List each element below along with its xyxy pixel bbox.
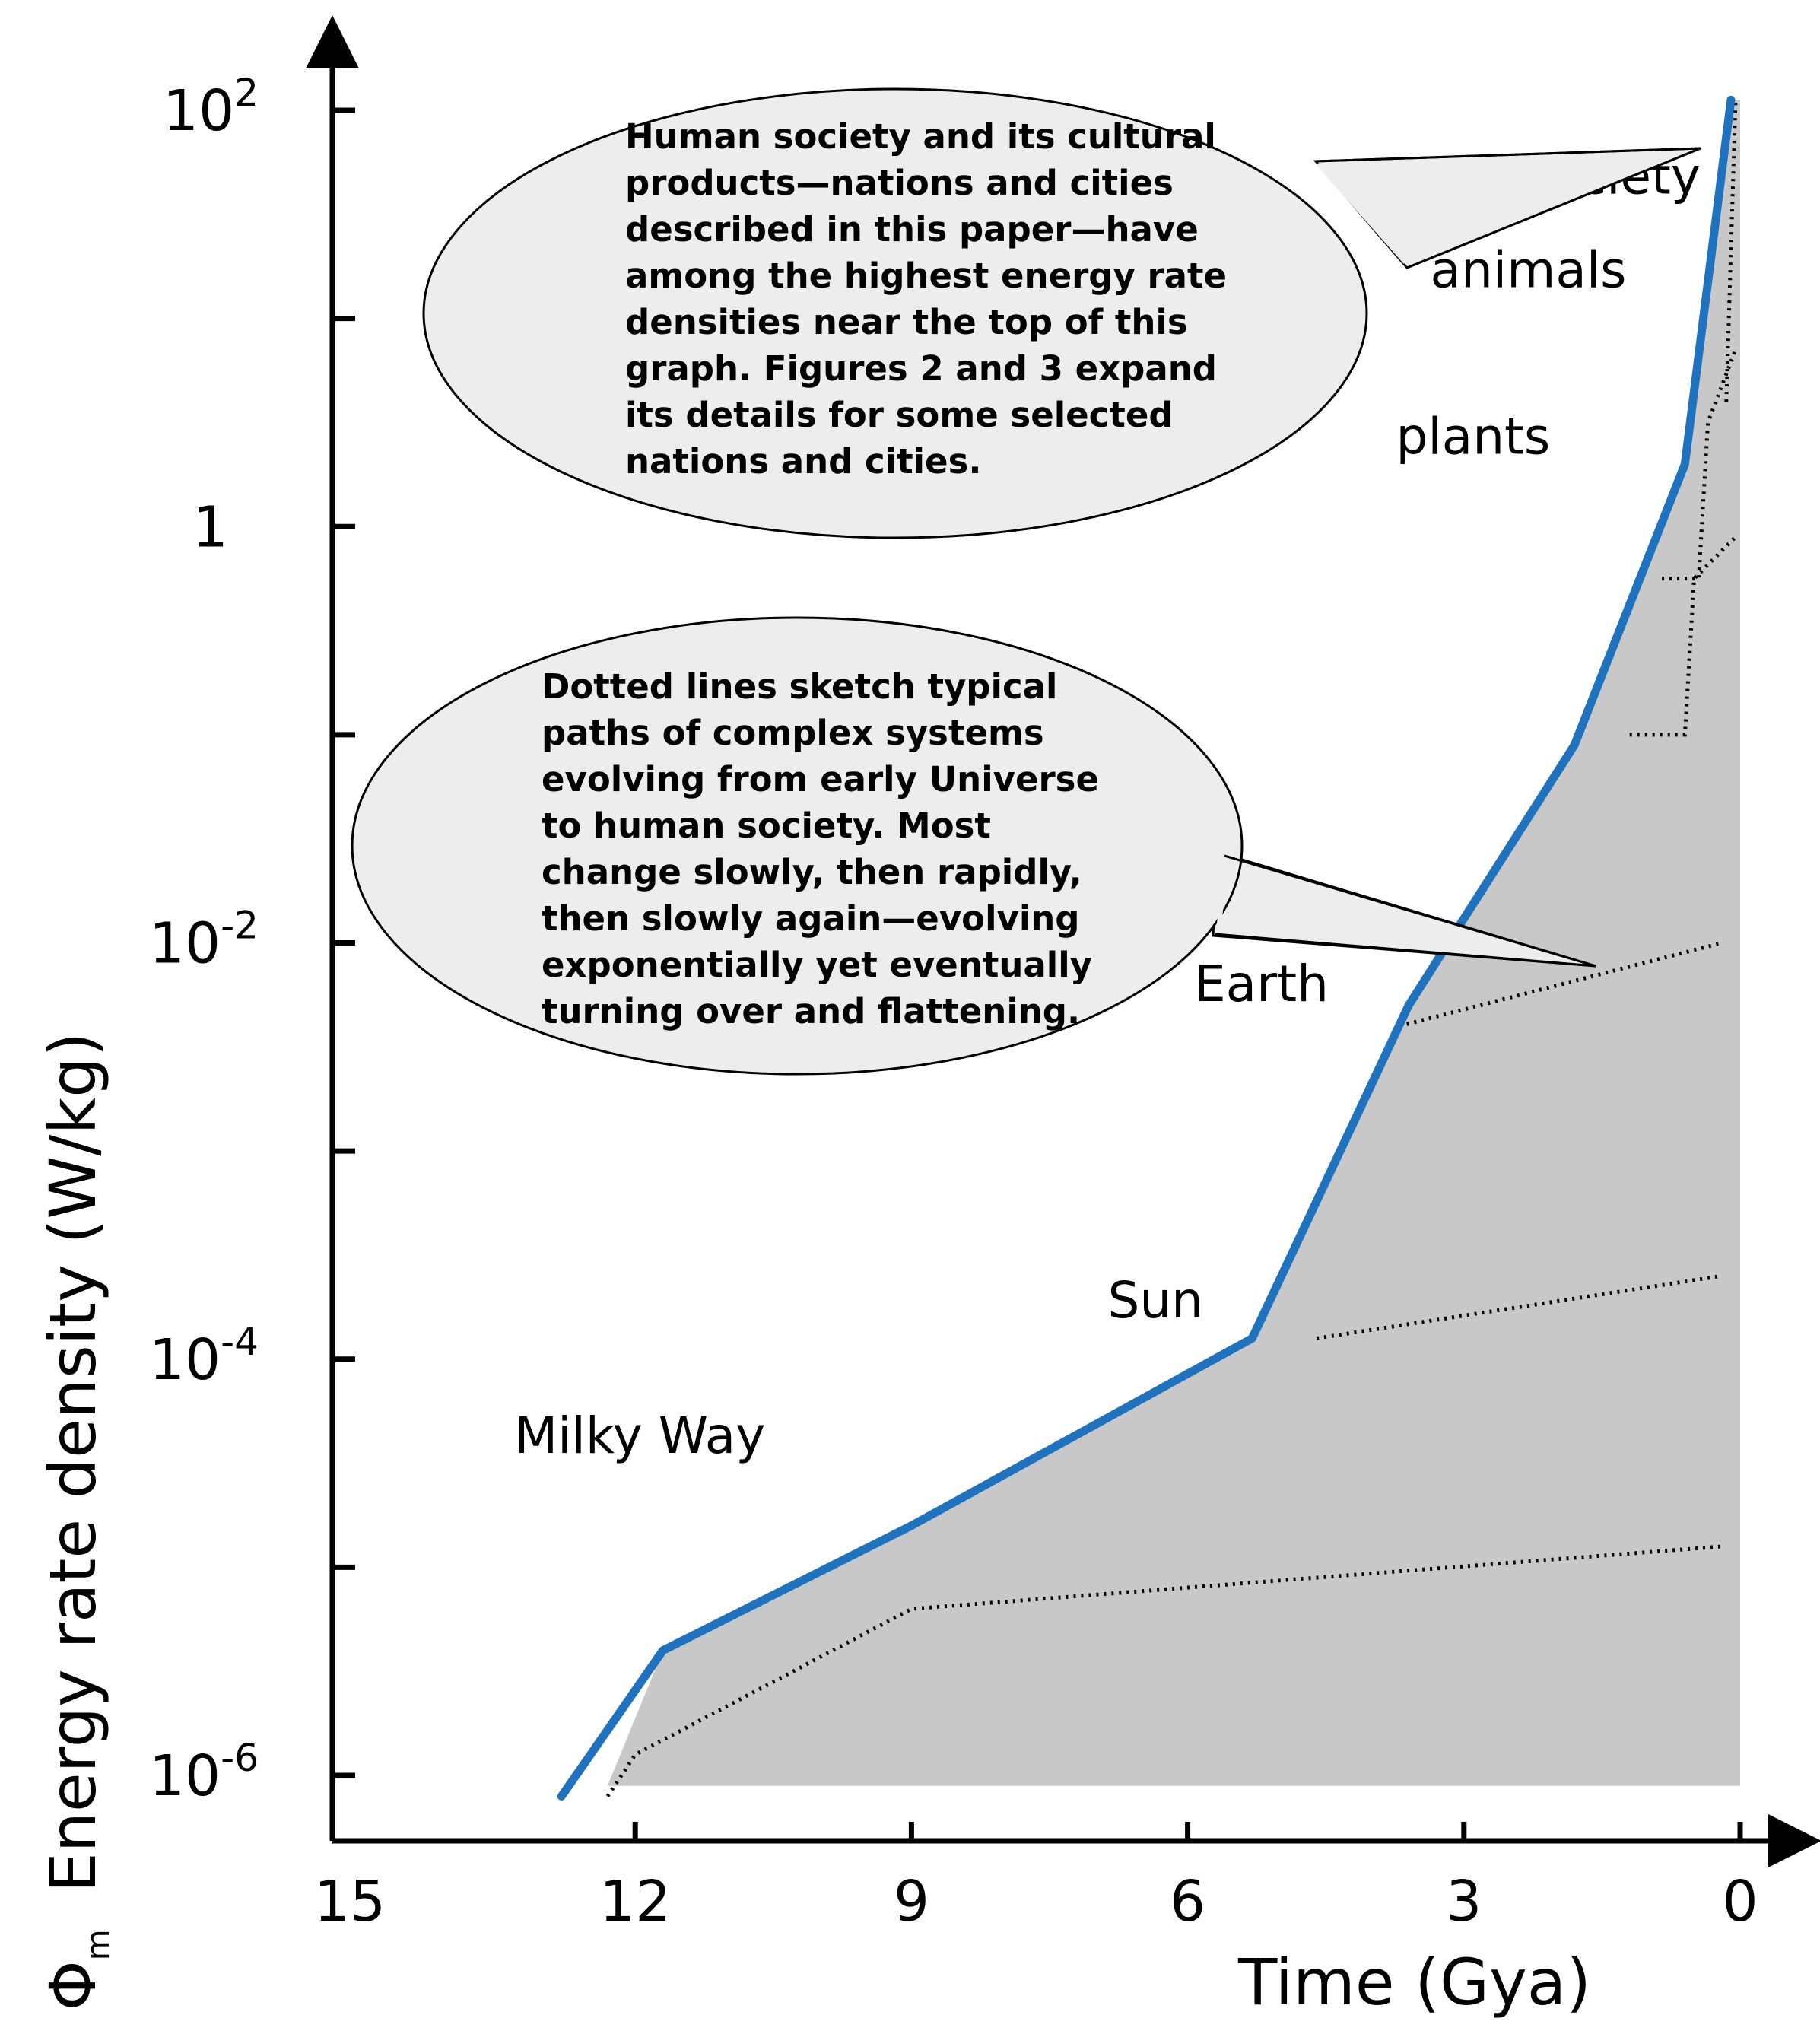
region-label: Earth: [1194, 955, 1329, 1013]
y-tick-exponent: 2: [234, 71, 259, 115]
x-tick-label: 15: [314, 1869, 386, 1934]
annotation-line: its details for some selected: [625, 395, 1174, 435]
y-tick-exponent: -2: [221, 904, 259, 948]
y-tick-base: 10: [163, 78, 234, 144]
x-tick-label: 3: [1446, 1869, 1482, 1934]
annotation-line: paths of complex systems: [542, 713, 1044, 753]
dotted-path-5: [1662, 348, 1738, 581]
y-tick-base: 10: [149, 1327, 221, 1393]
dotted-path-1: [605, 1544, 1722, 1797]
y-axis-title: Φm Energy rate density (W/kg): [36, 1032, 116, 2011]
y-axis-label-text: Energy rate density (W/kg): [36, 1032, 110, 1893]
series-line-1: [557, 95, 1736, 1801]
y-tick-label: 10-6: [149, 1736, 259, 1809]
y-tick-base: 10: [149, 911, 221, 977]
annotation-line: products—nations and cities: [625, 163, 1174, 203]
annotation-line: turning over and flattening.: [542, 991, 1080, 1031]
annotation-line: densities near the top of this: [625, 302, 1188, 342]
x-tick-label: 9: [894, 1869, 929, 1934]
series-layer: [557, 95, 1736, 1801]
x-tick-label: 6: [1170, 1869, 1205, 1934]
x-axis-title: Time (Gya): [1237, 1945, 1591, 2020]
annotation-bubble-top: Human society and its cultural products—n…: [422, 87, 1701, 539]
y-tick-label: 10-4: [149, 1320, 259, 1393]
region-label: Sun: [1107, 1271, 1203, 1330]
y-axis-symbol-subscript: m: [79, 1929, 116, 1960]
region-label: plants: [1396, 407, 1551, 466]
annotation-line: evolving from early Universe: [542, 759, 1099, 799]
y-tick-base: 10: [149, 1743, 221, 1809]
x-ticks: 15 12 9 6 3 0: [314, 1822, 1758, 1934]
y-tick-label: 102: [163, 71, 259, 144]
annotation-line: to human society. Most: [542, 806, 991, 846]
annotation-line: change slowly, then rapidly,: [542, 852, 1082, 892]
region-label: Milky Way: [514, 1406, 765, 1465]
annotation-line: Human society and its cultural: [625, 116, 1216, 157]
annotation-bubble-bottom: Dotted lines sketch typical paths of comp…: [351, 616, 1596, 1076]
dotted-path-3: [1399, 941, 1723, 1028]
annotation-line: exponentially yet eventually: [542, 945, 1092, 985]
annotation-bottom-text: Dotted lines sketch typical paths of comp…: [542, 666, 1099, 1031]
annotation-top-text: Human society and its cultural products—n…: [625, 116, 1227, 482]
y-tick-exponent: -4: [221, 1320, 259, 1364]
dotted-path-6: [1724, 100, 1738, 402]
annotation-line: Dotted lines sketch typical: [542, 666, 1057, 707]
y-tick-label: 1: [192, 494, 228, 560]
shaded-area: [607, 100, 1740, 1786]
y-tick-exponent: -6: [221, 1736, 259, 1780]
x-tick-label: 0: [1722, 1869, 1758, 1934]
annotation-line: nations and cities.: [625, 441, 981, 482]
annotation-line: then slowly again—evolving: [542, 898, 1080, 939]
annotation-line: described in this paper—have: [625, 209, 1199, 250]
y-axis-title-group: Φm Energy rate density (W/kg): [36, 1032, 116, 2011]
annotation-line: among the highest energy rate: [625, 256, 1227, 296]
x-tick-label: 12: [599, 1869, 671, 1934]
dotted-paths: [605, 100, 1738, 1797]
y-tick-label: 10-2: [149, 904, 259, 977]
annotation-line: graph. Figures 2 and 3 expand: [625, 348, 1217, 389]
region-label: animals: [1431, 241, 1627, 300]
y-axis-symbol: Φ: [36, 1960, 110, 2010]
